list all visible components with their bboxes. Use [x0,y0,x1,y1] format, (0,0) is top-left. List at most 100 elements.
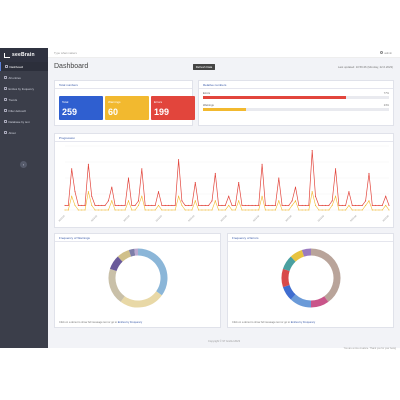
refresh-button[interactable]: Refresh Data [193,64,215,70]
data-point [294,200,297,202]
relative-label: Errors [203,92,211,95]
data-point [117,209,119,211]
data-point [71,168,73,170]
card-title: Frequency of Errors [232,236,259,240]
data-point [127,200,130,202]
data-point [291,204,293,206]
data-point [154,209,156,211]
main-content: Dashboard Refresh Data Last updated: 10:… [48,58,400,350]
data-point [371,204,373,206]
search-input[interactable]: Type what matters [54,50,77,55]
data-point [338,204,340,206]
data-point [234,204,236,206]
data-point [308,209,310,211]
footer-copyright: Copyright © 97 GmbH 2023 [207,340,241,343]
data-point [84,209,86,211]
data-point [345,204,347,206]
trend-icon [4,98,7,101]
data-point [248,209,250,211]
data-point [328,204,330,206]
list-icon [4,76,7,79]
sidebar-item-label: About [8,130,16,135]
data-point [214,172,216,174]
data-point [365,204,367,206]
x-tick-label: 2023-06 [285,215,293,223]
sidebar-item-about[interactable]: About [0,128,48,137]
data-point [268,209,270,211]
brand-logo-icon [4,52,10,58]
data-point [251,204,253,206]
data-point [231,209,233,211]
data-point [281,209,283,211]
data-point [144,204,146,206]
progress-fill [203,96,347,99]
entries-by-frequency-link[interactable]: Entries by Frequency [117,321,143,324]
sidebar-item-trends[interactable]: Trends [0,95,48,104]
data-point [351,209,353,211]
donut-slice [290,249,305,262]
data-point [124,204,126,206]
x-tick-label: 2023-06 [318,215,326,223]
data-point [311,191,313,193]
sidebar-item-dashboard[interactable]: Dashboard [0,62,48,71]
data-point [124,209,126,211]
data-point [368,200,370,202]
sidebar-item-frequency[interactable]: Entries by frequency [0,84,48,93]
data-point [191,204,193,206]
errors-frequency-card: Frequency of Errors Click on a donut to … [227,233,394,328]
data-point [298,204,300,206]
donut-slice [109,256,123,272]
donut-slice [310,296,329,308]
data-point [137,200,140,202]
donut-slice [310,248,341,302]
donut-slice [290,294,312,308]
data-point [221,204,223,206]
progression-chart[interactable]: 2023-05 2023-05 2023-05 2023-05 2023-05 2023-… [55,142,395,228]
data-point [345,209,347,211]
data-point [264,204,266,206]
data-point [181,204,183,206]
data-point [71,195,73,197]
data-point [381,204,383,206]
data-point [254,204,256,206]
entries-by-frequency-link[interactable]: Entries by Frequency [290,321,316,324]
sidebar-collapse-button[interactable]: ‹ [20,161,27,168]
filter-icon [4,109,7,112]
donut-slice [128,248,136,257]
data-point [127,177,130,179]
data-point [244,209,246,211]
sidebar-item-all-entries[interactable]: All entries [0,73,48,82]
data-point [234,209,236,211]
sidebar-item-database[interactable]: Database by text [0,117,48,126]
data-point [178,159,180,161]
data-point [131,204,133,206]
donut-slice [282,256,296,272]
data-point [141,195,143,197]
data-point [321,204,323,206]
data-point [224,209,226,211]
data-point [278,200,280,202]
warnings-frequency-card: Frequency of Warnings Click on a donut t… [54,233,221,328]
card-title: Relative numbers [203,83,227,87]
data-point [121,204,123,206]
data-point [174,209,176,211]
data-point [388,209,390,211]
stat-warnings: Warnings 60 [105,96,149,120]
data-point [324,209,327,211]
warnings-donut-chart[interactable] [55,244,222,314]
data-point [281,204,283,206]
data-point [338,209,340,211]
errors-donut-chart[interactable] [228,244,395,314]
data-point [328,209,330,211]
data-point [264,209,266,211]
data-point [355,204,357,206]
data-point [94,204,96,206]
data-point [171,204,173,206]
user-menu[interactable]: admin [379,51,392,55]
stat-value: 199 [154,107,170,117]
sidebar-item-filter[interactable]: Filter debouch [0,106,48,115]
data-point [84,204,86,206]
data-point [151,209,153,211]
data-point [104,204,106,206]
data-point [358,204,360,206]
